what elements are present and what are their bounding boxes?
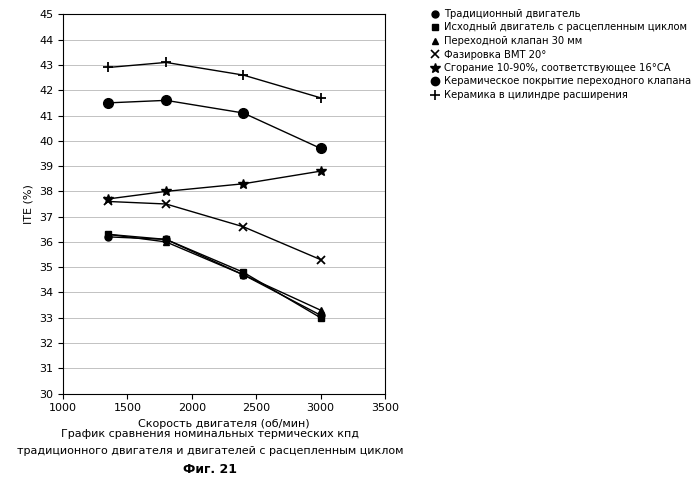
Legend: Традиционный двигатель, Исходный двигатель с расцепленным циклом, Переходной кла: Традиционный двигатель, Исходный двигате… bbox=[427, 5, 695, 104]
Y-axis label: IТЕ (%): IТЕ (%) bbox=[24, 184, 34, 224]
Text: традиционного двигателя и двигателей с расцепленным циклом: традиционного двигателя и двигателей с р… bbox=[17, 446, 403, 456]
X-axis label: Скорость двигателя (об/мин): Скорость двигателя (об/мин) bbox=[138, 419, 310, 429]
Text: График сравнения номинальных термических кпд: График сравнения номинальных термических… bbox=[61, 430, 359, 439]
Text: Фиг. 21: Фиг. 21 bbox=[183, 463, 237, 476]
